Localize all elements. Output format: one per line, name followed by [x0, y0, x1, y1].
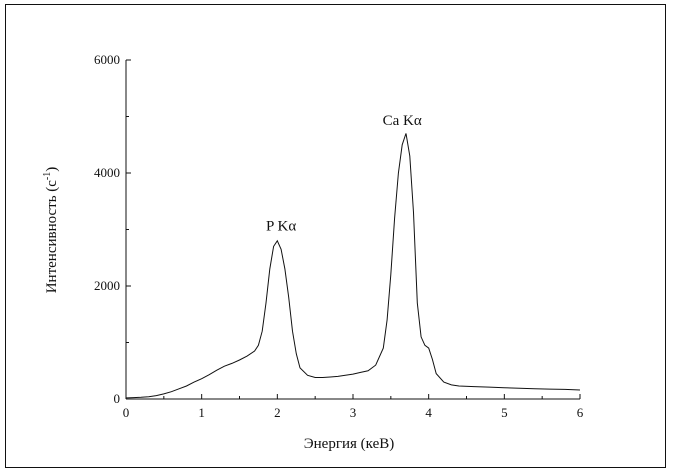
- y-axis-title: Интенсивность (с-1): [42, 167, 60, 294]
- chart-frame: [5, 4, 666, 468]
- axes: [125, 60, 580, 400]
- x-tick-label: 3: [350, 405, 357, 420]
- y-tick-label: 2000: [94, 278, 120, 293]
- y-tick-label: 6000: [94, 52, 120, 67]
- peak-label: Ca Kα: [383, 113, 422, 129]
- x-axis-title: Энергия (кеВ): [304, 436, 394, 452]
- x-tick-label: 6: [577, 405, 584, 420]
- y-axis-title-main: Интенсивность (с: [44, 180, 60, 294]
- x-ticks: 0 1 2 3 4 5 6: [123, 394, 584, 420]
- peak-label: P Kα: [266, 219, 296, 235]
- y-axis-title-close: ): [44, 167, 60, 172]
- y-ticks: 0 2000 4000 6000: [94, 52, 131, 406]
- y-tick-label: 0: [114, 391, 121, 406]
- x-tick-label: 1: [198, 405, 205, 420]
- y-tick-label: 4000: [94, 165, 120, 180]
- series-line: [125, 133, 581, 399]
- x-tick-label: 5: [501, 405, 508, 420]
- peak-annotations: P Kα Ca Kα: [266, 113, 422, 235]
- x-tick-label: 0: [123, 405, 130, 420]
- y-axis-title-sup: -1: [42, 172, 53, 180]
- x-tick-label: 4: [425, 405, 432, 420]
- x-tick-label: 2: [274, 405, 281, 420]
